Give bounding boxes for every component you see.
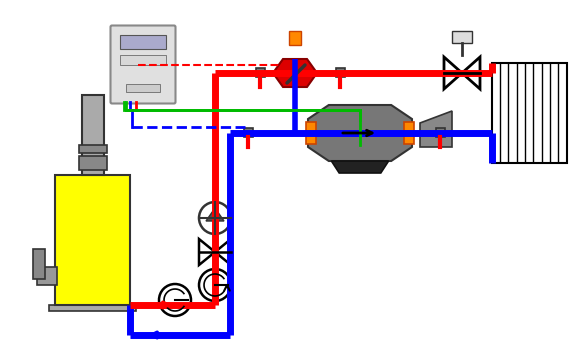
Bar [49,305,136,311]
Bar [492,63,567,163]
Polygon shape [273,59,317,87]
Bar [126,84,160,92]
Bar [79,156,107,170]
Polygon shape [420,111,452,147]
Bar [452,31,472,43]
Polygon shape [199,239,215,265]
Polygon shape [308,105,412,161]
Bar [404,122,414,144]
Bar [120,55,166,65]
Bar [79,145,107,153]
Bar [82,95,104,175]
Polygon shape [462,57,480,89]
Bar [256,68,265,77]
Circle shape [199,202,231,234]
Bar [306,122,316,144]
Bar [436,128,445,137]
FancyBboxPatch shape [111,25,176,103]
Polygon shape [444,57,462,89]
Circle shape [159,284,191,316]
Circle shape [199,269,231,301]
Polygon shape [331,161,389,173]
Polygon shape [215,239,231,265]
Bar [33,249,45,279]
Bar [244,128,253,137]
Bar [37,267,57,285]
Polygon shape [206,208,224,221]
Bar [55,175,130,305]
Bar [336,68,345,77]
Bar [120,35,166,49]
Bar [289,31,301,45]
